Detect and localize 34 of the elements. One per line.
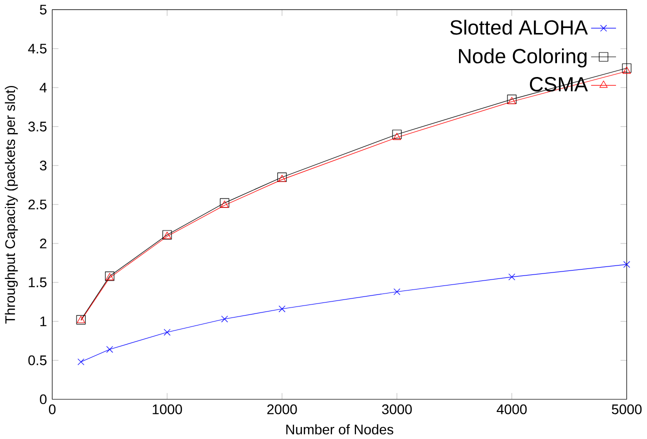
y-tick-label: 0 — [40, 394, 47, 404]
x-tick-label: 0 — [48, 404, 56, 414]
legend-label: Node Coloring — [458, 48, 587, 68]
y-tick-label: 2.5 — [28, 199, 46, 210]
point — [508, 273, 516, 280]
x-tick-label: 2000 — [267, 404, 297, 414]
point — [622, 66, 631, 74]
y-tick-label: 0.5 — [28, 355, 46, 366]
legend-label: Slotted ALOHA — [450, 20, 588, 35]
point — [394, 288, 400, 295]
point — [221, 315, 228, 322]
point — [106, 346, 114, 353]
point — [278, 305, 286, 312]
point — [78, 358, 84, 366]
x-axis-title: Number of Nodes — [286, 424, 394, 434]
y-tick-label: 4 — [40, 82, 47, 92]
x-tick-label: 5000 — [612, 404, 642, 414]
point — [622, 63, 632, 73]
point — [164, 328, 171, 336]
y-tick-label: 2 — [40, 238, 46, 248]
point — [392, 132, 402, 140]
y-tick-label: 4.5 — [28, 44, 46, 54]
y-axis-title: Throughput Capacity (packets per slot) — [4, 86, 18, 324]
y-tick-label: 3 — [40, 160, 46, 170]
y-tick-label: 1 — [40, 316, 46, 326]
y-tick-label: 3.5 — [28, 122, 46, 132]
point — [278, 174, 286, 182]
y-tick-label: 1.5 — [28, 277, 46, 288]
x-tick-label: 3000 — [382, 404, 412, 414]
x-tick-label: 4000 — [496, 404, 527, 414]
x-tick-label: 1000 — [152, 404, 182, 414]
point — [392, 130, 402, 139]
y-tick-label: 5 — [40, 4, 46, 14]
point — [623, 260, 630, 268]
